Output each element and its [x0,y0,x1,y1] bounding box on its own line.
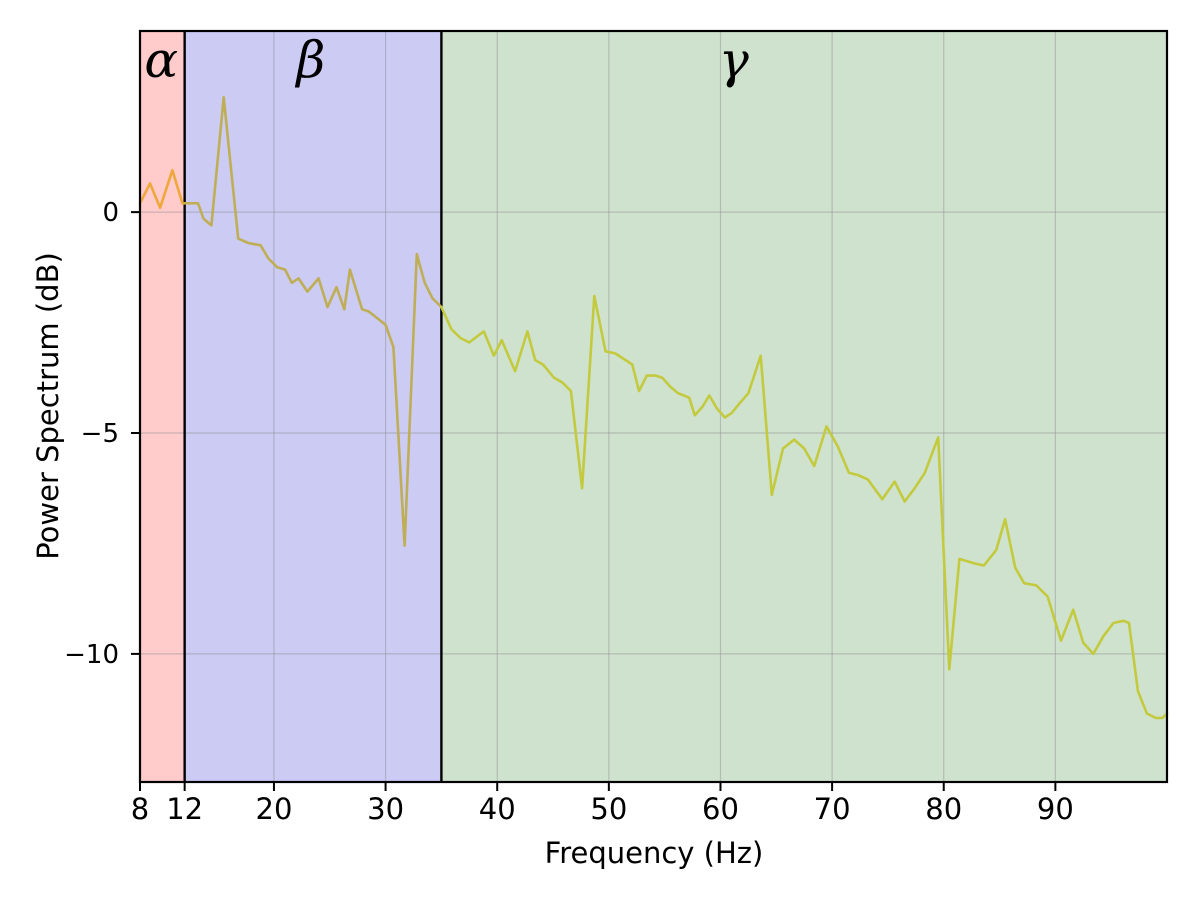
band-alpha [140,31,185,782]
x-tick-label-12: 12 [166,792,203,826]
spectrum-line-alpha-band-segment [138,168,186,209]
x-tick-label-20: 20 [256,792,293,826]
x-tick-label-70: 70 [814,792,851,826]
x-tick-label-8: 8 [131,792,149,826]
x-tick-label-40: 40 [479,792,516,826]
band-label-gamma: γ [719,31,749,89]
y-axis-title: Power Spectrum (dB) [31,252,65,560]
y-tick-label--5: −5 [81,419,119,449]
band-beta [184,31,442,782]
band-gamma [441,31,1167,782]
band-label-beta: β [294,31,325,89]
y-tick-label--10: −10 [64,640,119,670]
spectrum-line-beta-band-segment [183,96,443,548]
x-tick-label-80: 80 [925,792,962,826]
y-tick-label-0: 0 [102,198,119,228]
x-axis-title: Frequency (Hz) [544,836,764,870]
x-tick-label-50: 50 [590,792,627,826]
axes-spines [138,29,1169,784]
band-label-alpha: α [144,31,178,89]
x-tick-label-90: 90 [1037,792,1074,826]
spectrum-line-gamma-band-segment [440,294,1169,720]
x-tick-label-30: 30 [367,792,404,826]
x-tick-label-60: 60 [702,792,739,826]
